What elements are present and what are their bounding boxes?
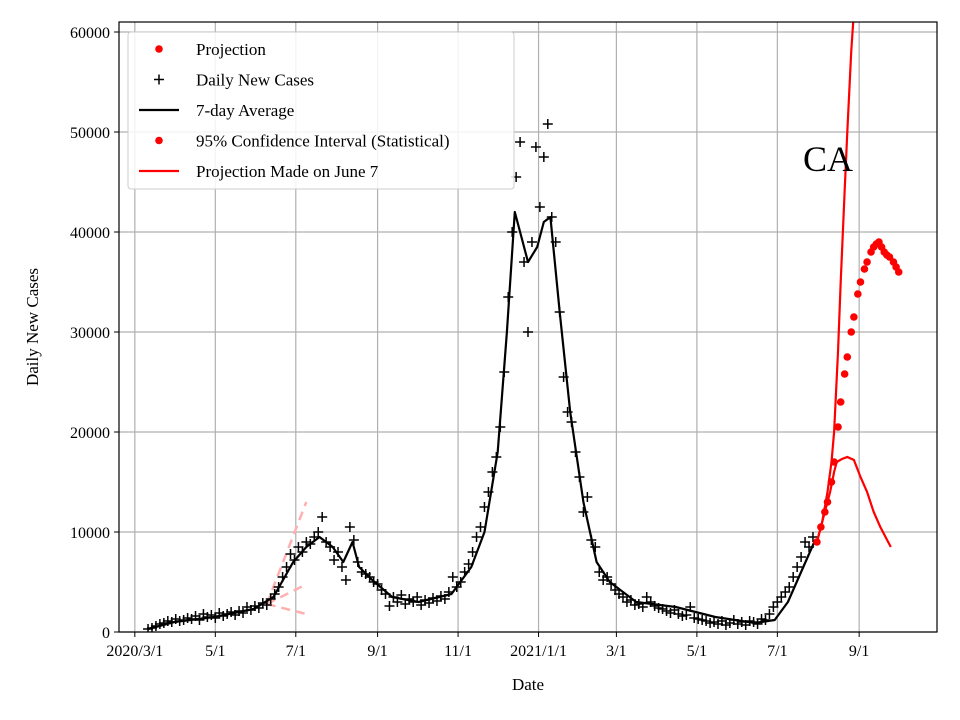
daily-case-marker: [534, 202, 545, 212]
legend-label: Daily New Cases: [196, 71, 314, 90]
daily-case-marker: [313, 527, 324, 537]
daily-case-marker: [523, 327, 533, 337]
x-tick-label: 5/1: [205, 643, 225, 660]
legend-box: [127, 31, 515, 190]
y-tick-label: 30000: [70, 325, 110, 342]
daily-case-marker: [475, 522, 486, 532]
legend-label: Projection Made on June 7: [196, 162, 379, 181]
legend-plus-icon: [154, 74, 164, 85]
projection-point: [850, 313, 858, 321]
y-tick-label: 20000: [70, 425, 110, 442]
y-tick-label: 60000: [70, 25, 110, 42]
daily-case-marker: [807, 532, 818, 542]
x-tick-label: 11/1: [444, 643, 472, 660]
projection-point: [830, 458, 838, 466]
y-tick-label: 10000: [70, 525, 110, 542]
projection-point: [840, 370, 849, 378]
daily-case-marker: [384, 601, 395, 611]
daily-case-marker: [412, 592, 423, 602]
axes-frame: [118, 21, 938, 633]
daily-case-marker: [530, 142, 541, 152]
june7-projection-middle: [266, 583, 306, 606]
daily-case-marker: [487, 467, 498, 477]
y-axis-label: Daily New Cases: [23, 268, 42, 386]
daily-case-marker: [788, 572, 799, 582]
daily-case-marker: [285, 549, 296, 559]
ci-lower-line: [815, 455, 892, 548]
legend-label: 95% Confidence Interval (Statistical): [196, 132, 450, 151]
projection-point: [847, 328, 856, 336]
daily-case-marker: [336, 562, 347, 572]
daily-case-marker: [538, 152, 549, 162]
x-tick-label: 9/1: [367, 643, 387, 660]
projection-point: [813, 538, 821, 546]
projection-point: [860, 265, 869, 273]
x-tick-label: 9/1: [849, 643, 869, 660]
y-tick-label: 0: [102, 625, 110, 642]
x-axis-label: Date: [512, 675, 544, 694]
projection-point: [827, 478, 836, 486]
projection-point: [894, 268, 903, 276]
x-tick-label: 2021/1/1: [510, 643, 567, 660]
legend-dot-icon: [155, 136, 163, 145]
x-tick-label: 7/1: [767, 643, 787, 660]
daily-case-marker: [784, 582, 795, 592]
daily-case-marker: [764, 609, 775, 619]
projection-point: [854, 290, 862, 298]
daily-case-marker: [582, 492, 593, 502]
x-tick-label: 2020/3/1: [106, 643, 163, 660]
plot-area: [143, 22, 903, 632]
daily-case-marker: [238, 608, 249, 618]
projection-point: [836, 398, 845, 406]
x-tick-label: 5/1: [687, 643, 707, 660]
seven-day-average-line: [147, 210, 816, 631]
ticks: 2020/3/1 5/1 7/1 9/1 11/1 2021/1/1 3/1 5/1 7/1 9/…: [70, 25, 869, 660]
projection-point: [843, 353, 852, 361]
x-tick-label: 3/1: [606, 643, 626, 660]
daily-case-marker: [681, 610, 692, 620]
annotation-ca: CA: [803, 139, 853, 179]
legend: Projection Daily New Cases 7-day Average 95…: [127, 31, 515, 190]
projection-point: [823, 498, 832, 506]
daily-case-marker: [796, 552, 807, 562]
legend-label: 7-day Average: [196, 101, 294, 120]
daily-case-marker: [447, 572, 458, 582]
y-tick-label: 50000: [70, 125, 110, 142]
daily-case-marker: [344, 522, 355, 532]
daily-case-marker: [542, 119, 553, 129]
daily-case-marker: [515, 137, 526, 147]
daily-case-marker: [526, 237, 537, 247]
daily-case-marker: [578, 507, 589, 517]
daily-case-marker: [317, 512, 328, 522]
june7-projection-lower: [266, 602, 307, 616]
daily-case-marker: [329, 555, 340, 565]
june7-projection-upper: [265, 501, 308, 605]
daily-case-marker: [471, 532, 482, 542]
projection-point: [834, 423, 842, 431]
projection-point: [821, 508, 829, 516]
daily-case-marker: [590, 542, 601, 552]
legend-label: Projection: [196, 40, 266, 59]
projection-point: [856, 278, 865, 286]
x-tick-label: 7/1: [286, 643, 306, 660]
projection-point: [863, 258, 871, 266]
projection-point: [817, 523, 825, 531]
y-tick-label: 40000: [70, 225, 110, 242]
daily-case-marker: [340, 575, 351, 585]
daily-case-marker: [792, 562, 803, 572]
legend-dot-icon: [155, 45, 163, 53]
